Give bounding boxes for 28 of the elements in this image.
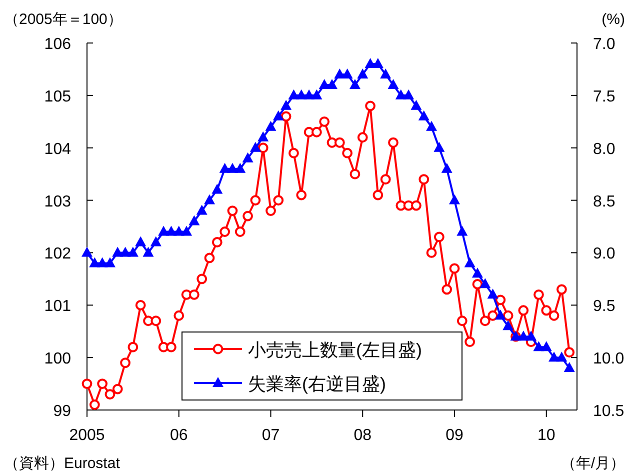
x-tick-label: 08: [354, 427, 372, 444]
y-tick-label: 100: [44, 350, 72, 368]
x-tick-label: 07: [262, 427, 280, 444]
text: （資料）Eurostat: [4, 455, 121, 472]
y2-tick-label: 7.0: [593, 36, 616, 53]
y-tick-label: 99: [53, 403, 72, 420]
x-tick-label: 10: [537, 427, 556, 444]
x-tick-label: 09: [446, 427, 464, 444]
y2-axis-title: (%): [602, 11, 626, 28]
legend-label: 小売売上数量(左目盛): [248, 340, 422, 360]
y-tick-label: 104: [44, 140, 72, 158]
text: （年/月）: [560, 455, 625, 472]
legend-label: 失業率(右逆目盛): [248, 374, 386, 394]
y2-tick-label: 7.5: [593, 88, 616, 106]
y2-tick-label: 10.5: [593, 403, 624, 420]
y2-tick-label: 8.5: [593, 193, 616, 210]
y-tick-label: 103: [44, 193, 72, 210]
y-tick-label: 106: [44, 36, 72, 53]
y2-tick-label: 8.0: [593, 140, 616, 158]
y2-tick-label: 9.5: [593, 298, 616, 316]
y-tick-label: 101: [44, 298, 72, 316]
y-tick-label: 105: [44, 88, 72, 106]
y-tick-label: 102: [44, 246, 72, 263]
y-axis-title: （2005年＝100）: [4, 11, 122, 28]
y2-tick-label: 9.0: [593, 246, 616, 263]
y2-tick-label: 10.0: [593, 350, 624, 368]
x-tick-label: 2005: [69, 427, 105, 444]
x-tick-label: 06: [170, 427, 188, 444]
